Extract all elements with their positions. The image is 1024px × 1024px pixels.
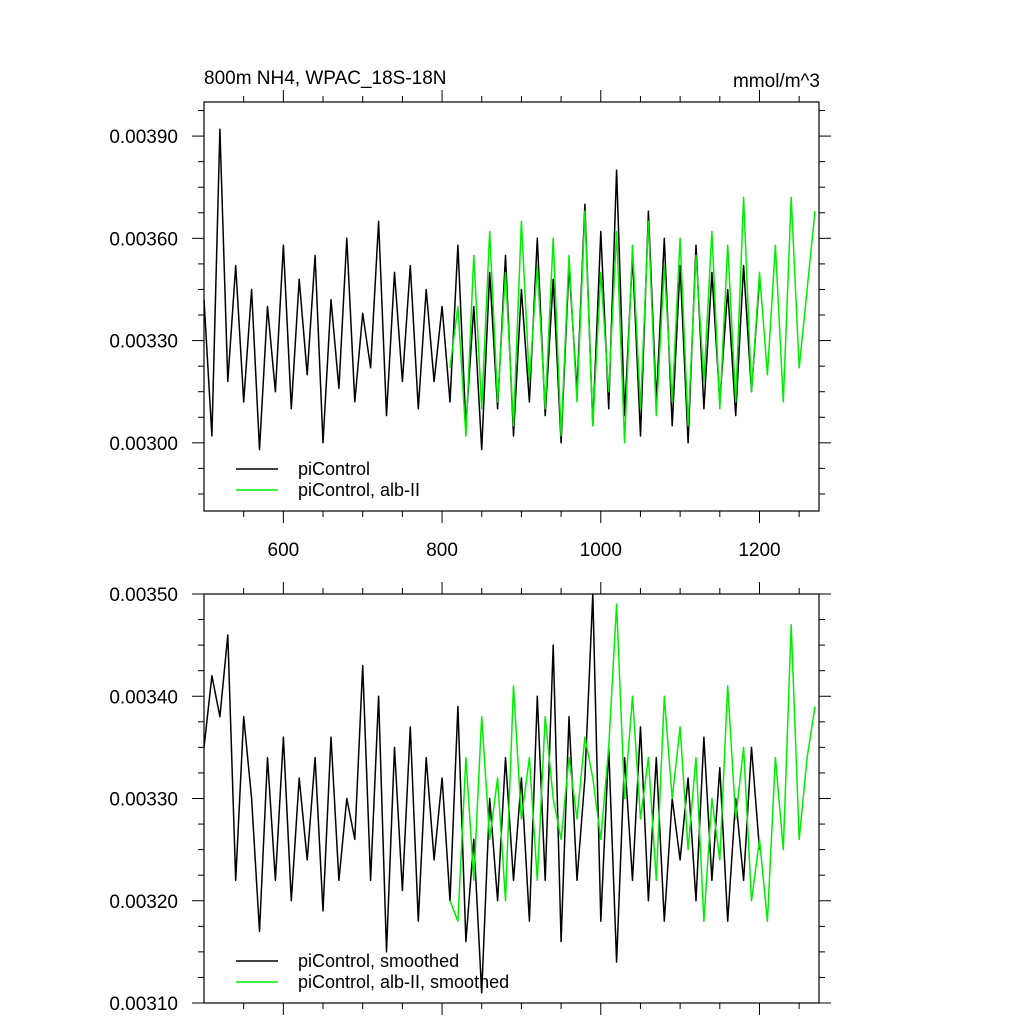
y-tick-label: 0.00330 (109, 790, 178, 811)
bottom-axis-ticks: 0.00310 0.00320 0.00330 0.00340 0.00350 (109, 582, 831, 1015)
x-tick-label: 800 (426, 540, 458, 561)
y-tick-label: 0.00310 (109, 994, 178, 1015)
top-axis-ticks: 0.00300 0.00330 0.00360 0.00390 600 800 1000 12… (109, 90, 831, 561)
series-line-picontrol-alb-ii (449, 196, 816, 444)
legend-label-alb-ii: piControl, alb-II (298, 480, 420, 500)
top-chart-title: 800m NH4, WPAC_18S-18N (204, 68, 447, 89)
x-tick-label: 1000 (580, 540, 622, 561)
top-chart-units: mmol/m^3 (733, 71, 820, 92)
legend-label-alb-ii-smoothed: piControl, alb-II, smoothed (298, 972, 509, 992)
bottom-legend: piControl, smoothed piControl, alb-II, s… (236, 951, 509, 992)
top-series-lines (203, 128, 816, 451)
y-tick-label: 0.00390 (109, 127, 178, 148)
x-tick-label: 600 (268, 540, 300, 561)
bottom-plot-frame (203, 593, 820, 1004)
legend-label-picontrol: piControl (298, 459, 370, 479)
bottom-series-lines (203, 593, 816, 994)
series-line-picontrol-alb-ii-smoothed (449, 603, 816, 922)
series-line-picontrol-smoothed (203, 593, 761, 994)
y-tick-label: 0.00350 (109, 585, 178, 606)
y-tick-label: 0.00300 (109, 434, 178, 455)
y-tick-label: 0.00320 (109, 892, 178, 913)
bottom-panel: 0.00310 0.00320 0.00330 0.00340 0.00350 piCo… (109, 582, 831, 1015)
legend-label-smoothed: piControl, smoothed (298, 951, 459, 971)
y-tick-label: 0.00340 (109, 687, 178, 708)
top-panel: 800m NH4, WPAC_18S-18N mmol/m^3 0.003000… (109, 68, 831, 561)
y-tick-label: 0.00330 (109, 332, 178, 353)
y-tick-label: 0.00360 (109, 229, 178, 250)
top-legend: piControl piControl, alb-II (236, 459, 420, 500)
x-tick-label: 1200 (738, 540, 780, 561)
